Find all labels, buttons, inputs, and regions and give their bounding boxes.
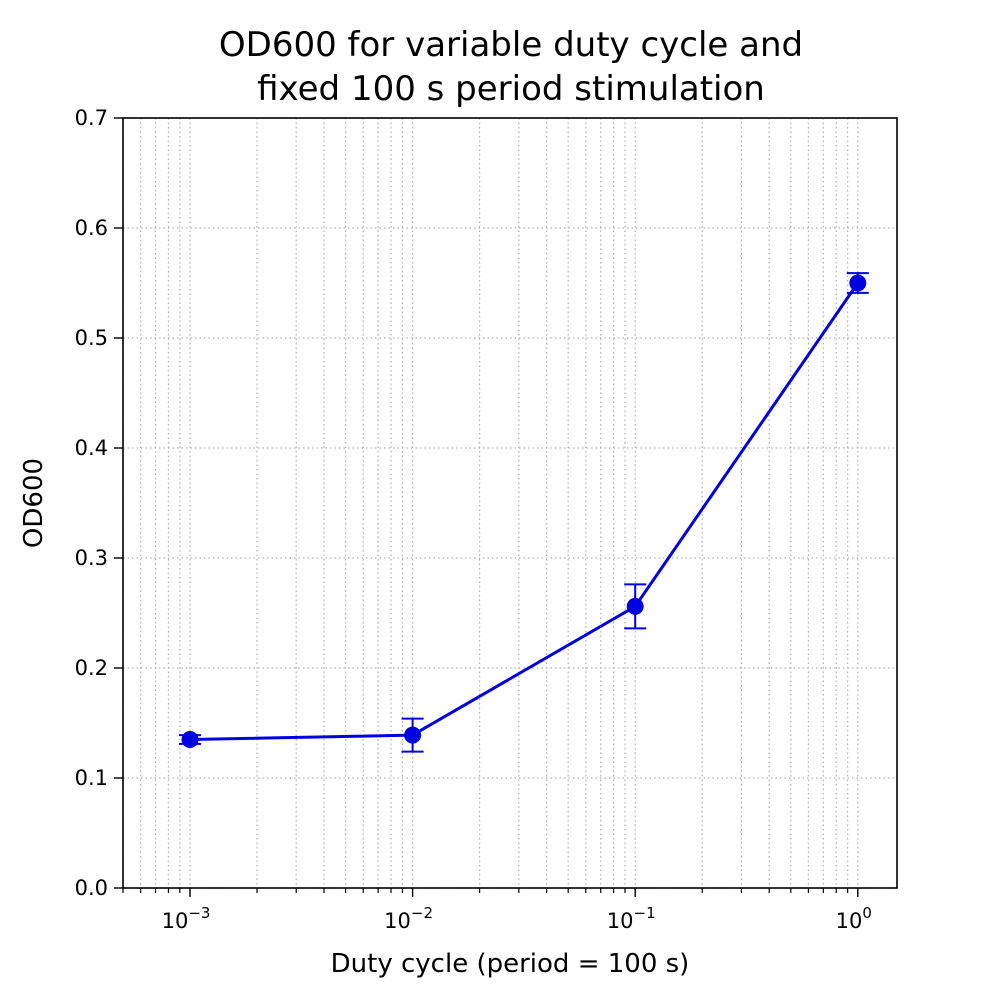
x-tick-label: 100: [836, 904, 872, 933]
y-tick-label: 0.6: [75, 216, 108, 240]
x-tick-label: 10−3: [162, 904, 211, 933]
x-tick-label: 10−1: [607, 904, 656, 933]
data-point: [181, 731, 199, 748]
y-tick-label: 0.7: [75, 106, 108, 130]
y-tick-label: 0.1: [75, 766, 108, 790]
series: [179, 272, 869, 753]
axis-ticks: 10−3 10−2 10−1 100 0.0 0.1 0.2 0.3 0.4 0.5 0.6 0.7: [75, 106, 872, 933]
y-tick-label: 0.2: [75, 656, 108, 680]
plot-frame: [122, 117, 898, 889]
data-point: [849, 274, 867, 292]
x-tick-label: 10−2: [384, 904, 433, 933]
chart-title-line-2: fixed 100 s period stimulation: [257, 69, 765, 109]
data-point: [626, 597, 644, 615]
chart-title-line-1: OD600 for variable duty cycle and: [219, 25, 803, 65]
series-line: [189, 282, 860, 741]
y-tick-label: 0.5: [75, 326, 108, 350]
y-tick-label: 0.3: [75, 546, 108, 570]
y-axis-label: OD600: [19, 458, 49, 548]
data-point: [404, 726, 422, 744]
y-tick-label: 0.4: [75, 436, 108, 460]
x-axis-label: Duty cycle (period = 100 s): [331, 949, 690, 979]
y-tick-label: 0.0: [75, 876, 108, 900]
